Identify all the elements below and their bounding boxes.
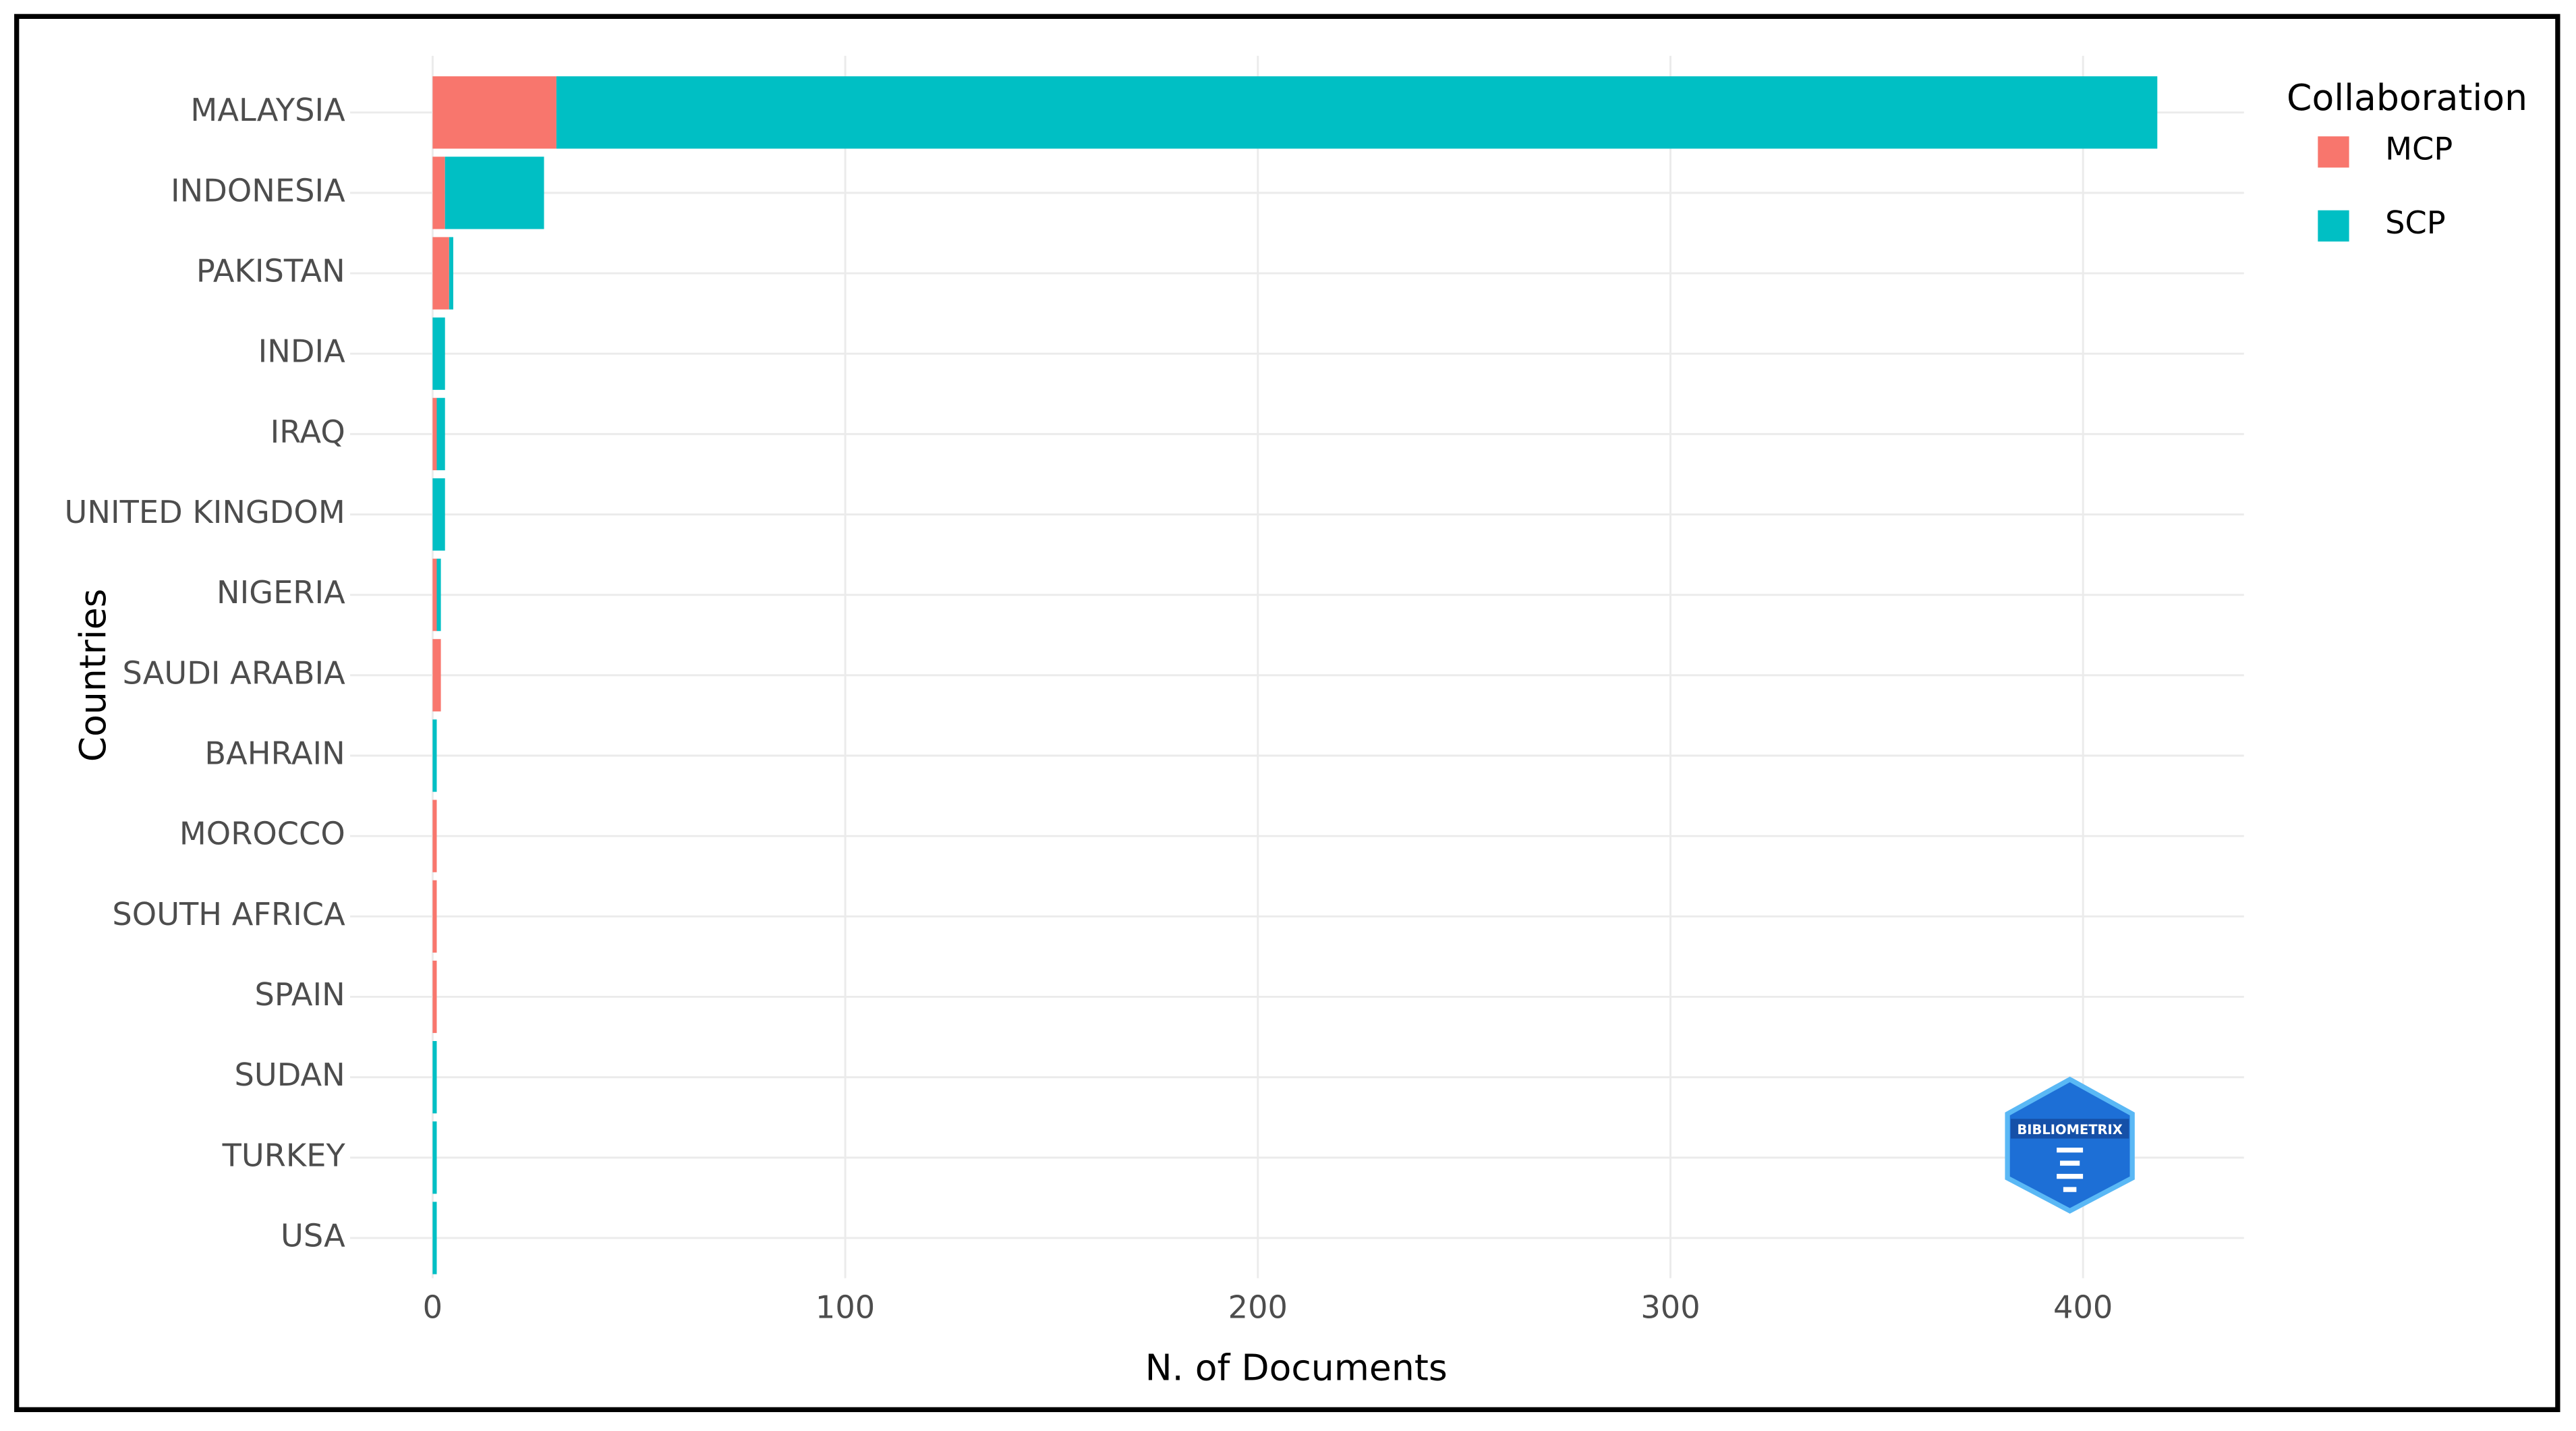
bar-segment xyxy=(432,76,556,149)
y-tick-label: INDIA xyxy=(258,333,345,370)
y-tick-label: INDONESIA xyxy=(171,172,345,208)
bar-segment xyxy=(432,317,445,390)
x-tick-label: 300 xyxy=(1640,1289,1700,1325)
y-tick-label: TURKEY xyxy=(222,1137,346,1173)
bar-segment xyxy=(432,237,449,310)
bar-segment xyxy=(432,960,437,1034)
legend-label: MCP xyxy=(2385,131,2453,167)
y-tick-label: SOUTH AFRICA xyxy=(112,896,345,932)
bar-segment xyxy=(449,237,453,310)
legend-swatch xyxy=(2318,210,2349,242)
bar-segment xyxy=(436,559,441,632)
logo-band xyxy=(2010,1119,2129,1139)
y-tick-label: MALAYSIA xyxy=(190,92,345,128)
bar-segment xyxy=(432,397,437,470)
y-tick-label: USA xyxy=(281,1217,345,1254)
bar-segment xyxy=(556,76,2158,149)
y-tick-label: BAHRAIN xyxy=(204,735,345,771)
bar-segment xyxy=(432,719,437,792)
bar-segment xyxy=(432,639,441,712)
bar-segment xyxy=(432,799,437,872)
y-tick-label: SUDAN xyxy=(234,1057,345,1093)
bar-segment xyxy=(432,1041,437,1114)
x-axis-title: N. of Documents xyxy=(1145,1347,1448,1389)
logo: BIBLIOMETRIX xyxy=(2005,1076,2135,1214)
logo-icon xyxy=(2057,1147,2084,1192)
bar-segment xyxy=(445,157,544,229)
bar-segment xyxy=(436,397,445,470)
y-tick-label: IRAQ xyxy=(270,414,345,450)
bar-segment xyxy=(432,880,437,953)
y-tick-label: SPAIN xyxy=(255,976,345,1013)
legend-swatch xyxy=(2318,136,2349,168)
x-tick-label: 100 xyxy=(815,1289,875,1325)
y-tick-label: NIGERIA xyxy=(217,574,345,611)
frame xyxy=(14,13,2560,1412)
y-tick-label: SAUDI ARABIA xyxy=(123,654,346,691)
bar-segment xyxy=(432,559,437,632)
logo-text: BIBLIOMETRIX xyxy=(2017,1122,2122,1138)
bar-segment xyxy=(432,157,445,229)
bar-segment xyxy=(432,1121,437,1194)
y-tick-label: MOROCCO xyxy=(179,816,345,852)
bar-segment xyxy=(432,478,445,551)
x-tick-label: 400 xyxy=(2053,1289,2113,1325)
x-tick-label: 0 xyxy=(423,1289,442,1325)
legend-title: Collaboration xyxy=(2287,76,2527,119)
bar-segment xyxy=(432,1202,437,1274)
logo-hexagon xyxy=(2005,1076,2135,1214)
legend-label: SCP xyxy=(2385,204,2446,241)
x-tick-label: 200 xyxy=(1228,1289,1288,1325)
y-axis-title: Countries xyxy=(71,588,114,762)
y-tick-label: PAKISTAN xyxy=(196,253,345,289)
y-tick-label: UNITED KINGDOM xyxy=(65,494,345,530)
